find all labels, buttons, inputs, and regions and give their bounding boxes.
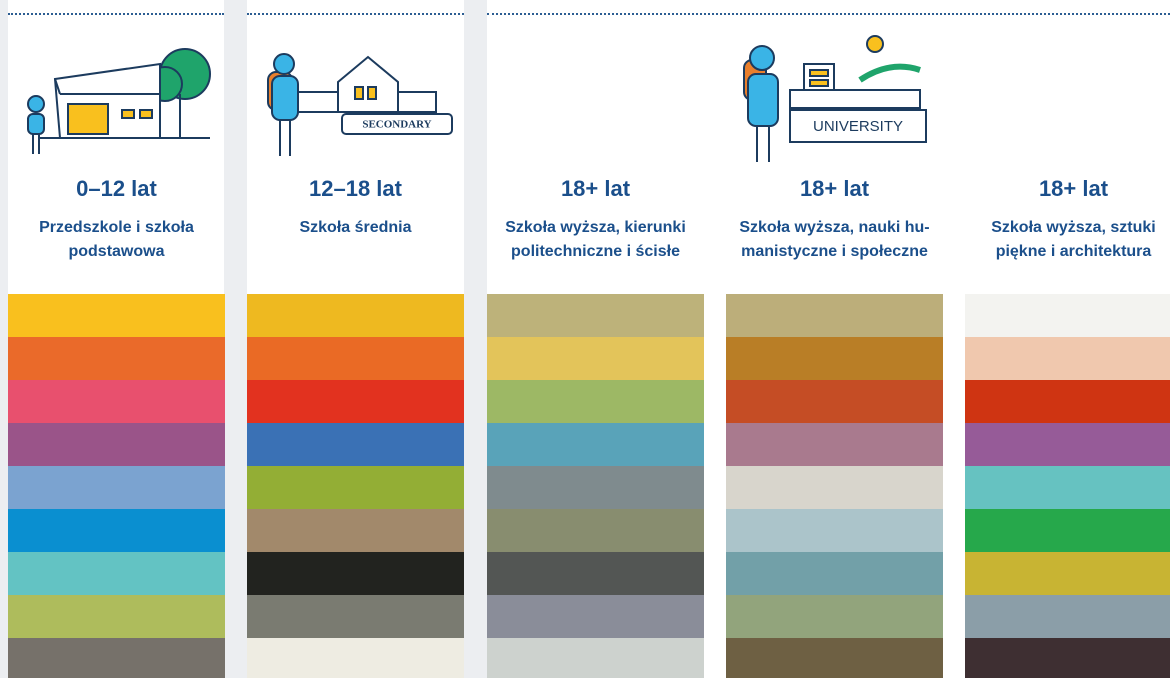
color-swatch [726,337,943,381]
color-swatch [8,337,225,381]
description-line: Szkoła wyższa, kierunki [481,216,710,240]
color-swatch [965,294,1170,338]
color-swatch [8,294,225,338]
color-swatch [487,466,704,510]
color-swatch [965,509,1170,553]
color-swatch [726,466,943,510]
description-line: podstawowa [2,240,231,264]
color-swatch [247,638,464,678]
color-swatch [965,552,1170,596]
color-swatch [726,509,943,553]
color-swatch [487,595,704,639]
color-swatch [8,595,225,639]
color-swatch [487,423,704,467]
age-label: 12–18 lat [247,176,464,202]
color-swatch [247,466,464,510]
color-swatch [247,552,464,596]
color-swatch [726,552,943,596]
age-label: 0–12 lat [8,176,225,202]
color-swatch [965,466,1170,510]
color-swatch [8,380,225,424]
color-swatch [8,466,225,510]
color-swatch [487,380,704,424]
age-label: 18+ lat [726,176,943,202]
description-line: Przedszkole i szkoła [2,216,231,240]
color-swatch [965,380,1170,424]
color-swatch [247,595,464,639]
color-swatch [247,509,464,553]
description-line: politechniczne i ścisłe [481,240,710,264]
color-swatch [726,423,943,467]
color-swatch [965,337,1170,381]
color-swatch [8,423,225,467]
color-swatch [965,595,1170,639]
description-line: manistyczne i społeczne [720,240,949,264]
description: Szkoła średnia [241,216,470,240]
age-label: 18+ lat [487,176,704,202]
color-swatch [487,294,704,338]
color-swatch [726,294,943,338]
description: Szkoła wyższa, nauki hu-manistyczne i sp… [720,216,949,264]
color-swatch [726,380,943,424]
color-swatch [247,294,464,338]
color-swatch [487,337,704,381]
color-swatch [965,423,1170,467]
color-swatch [8,638,225,678]
description-line: Szkoła wyższa, nauki hu- [720,216,949,240]
color-swatch [726,595,943,639]
color-swatch [247,380,464,424]
color-swatch [8,552,225,596]
description-line: Szkoła średnia [241,216,470,240]
color-swatch [726,638,943,678]
description-line: piękne i architektura [959,240,1170,264]
color-swatch [487,509,704,553]
color-swatch [247,423,464,467]
color-swatch [247,337,464,381]
page: SECONDARY UNIVERSITY 0–12 latPrzedszkole… [0,0,1170,678]
color-swatch [8,509,225,553]
age-label: 18+ lat [965,176,1170,202]
color-swatch [965,638,1170,678]
color-swatch [487,552,704,596]
color-swatch [487,638,704,678]
description-line: Szkoła wyższa, sztuki [959,216,1170,240]
